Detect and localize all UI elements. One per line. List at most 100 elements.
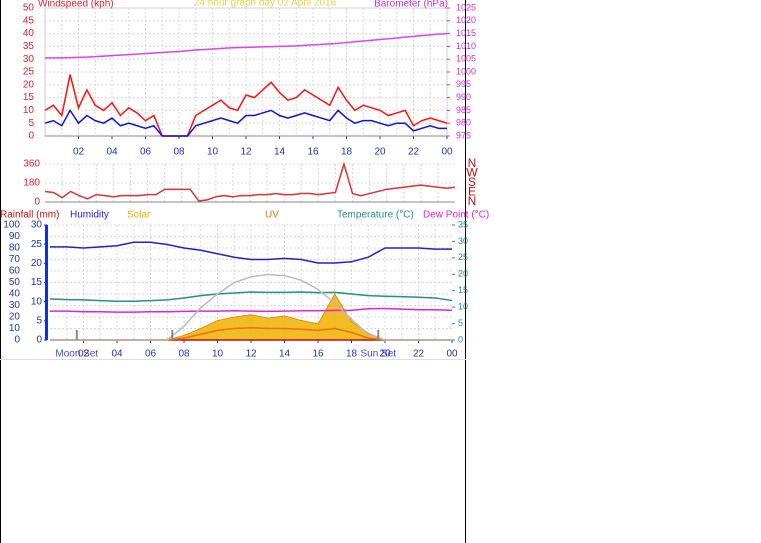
y2-tick-label: 985 [456,105,471,115]
y-tick-label: 40 [9,289,21,300]
y2-tick-label: 990 [456,92,471,102]
y3-tick-label: 10 [31,296,43,307]
y2-tick-label: E [468,185,476,199]
x-tick-label: 08 [173,147,185,158]
y2-tick-label: 1000 [456,66,476,76]
y2-tick-label: 980 [456,118,471,128]
event-label: Moon Set [55,349,98,360]
y2-axis-title: Barometer (hPa) [374,0,448,10]
series-line [49,291,453,302]
y2-tick-label: 30 [458,236,468,246]
series-line [44,161,456,202]
x-tick-label: 16 [307,147,319,158]
y-tick-label: 25 [23,67,35,78]
y2-tick-label: 1020 [456,15,476,25]
y-tick-label: 50 [9,277,21,288]
legend-label: Solar [127,210,151,221]
y-tick-label: 20 [23,79,35,90]
legend-label: Rainfall (mm) [0,210,59,221]
y3-tick-label: 20 [31,258,43,269]
y-tick-label: 180 [23,178,40,189]
y2-tick-label: 5 [458,318,463,328]
y-tick-label: 45 [23,15,35,26]
y-tick-label: 80 [9,243,21,254]
x-tick-label: 20 [374,147,386,158]
series-line [45,32,448,59]
x-tick-label: 14 [274,147,286,158]
y2-tick-label: N [468,156,477,170]
x-tick-label: 02 [78,349,90,360]
x-tick-label: 06 [140,147,152,158]
x-tick-label: 18 [341,147,353,158]
y3-tick-label: 30 [31,220,43,231]
y2-tick-label: 20 [458,269,468,279]
y-tick-label: 0 [34,197,40,208]
y-tick-label: 60 [9,266,21,277]
y-tick-label: 10 [9,323,21,334]
x-tick-label: 00 [446,349,458,360]
x-tick-label: 04 [111,349,123,360]
y3-tick-label: 15 [31,277,43,288]
y-tick-label: 35 [23,41,35,52]
x-tick-label: 04 [106,147,118,158]
x-tick-label: 18 [346,349,358,360]
x-tick-label: 08 [178,349,190,360]
x-tick-label: 14 [279,349,291,360]
y2-tick-label: W [466,166,478,180]
y-tick-label: 30 [9,300,21,311]
x-tick-label: 00 [441,147,453,158]
y2-tick-label: 25 [458,252,468,262]
y2-tick-label: 10 [458,302,468,312]
x-tick-label: 22 [413,349,425,360]
y3-tick-label: 25 [31,239,43,250]
x-tick-label: 16 [312,349,324,360]
x-tick-label: 12 [245,349,257,360]
y-tick-label: 100 [3,220,20,231]
legend-label: Dew Point (°C) [423,210,489,221]
series-line [44,108,447,137]
event-label: Sun Set [361,349,397,360]
legend-label: Humidity [70,210,109,221]
y3-tick-label: 5 [36,315,42,326]
y2-tick-label: S [468,175,476,189]
y2-tick-label: 15 [458,285,468,295]
y-tick-label: 0 [28,131,34,142]
y2-tick-label: 1015 [456,28,476,38]
y-tick-label: 40 [23,28,35,39]
chart-title: 24 hour graph day 02 April 2016 [194,0,337,9]
y3-tick-label: 0 [36,335,42,346]
x-tick-label: 02 [73,147,85,158]
x-tick-label: 06 [145,349,157,360]
y-tick-label: 0 [14,335,20,346]
y-tick-label: 15 [23,92,35,103]
legend-label: Temperature (°C) [337,210,414,221]
y2-tick-label: 995 [456,79,471,89]
y2-tick-label: 1025 [456,2,476,12]
y-tick-label: 10 [23,105,35,116]
x-tick-label: 22 [408,147,420,158]
y2-tick-label: 35 [458,219,468,229]
y-axis-title: Windspeed (kph) [38,0,114,10]
y-tick-label: 360 [23,159,40,170]
x-tick-label: 20 [379,349,391,360]
y2-tick-label: 0 [458,334,463,344]
x-tick-label: 12 [240,147,252,158]
series-line [50,273,452,341]
y2-tick-label: 1005 [456,54,476,64]
series-line [50,241,452,264]
y-tick-label: 90 [9,231,21,242]
y2-tick-label: 1010 [456,41,476,51]
y-tick-label: 20 [9,312,21,323]
y-tick-label: 50 [23,3,35,14]
y2-tick-label: N [468,194,477,208]
y-tick-label: 70 [9,254,21,265]
x-tick-label: 10 [207,147,219,158]
y-tick-label: 5 [28,118,34,129]
x-tick-label: 10 [212,349,224,360]
y-tick-label: 30 [23,54,35,65]
legend-label: UV [265,210,279,221]
series-line [50,307,453,313]
series-line [44,74,448,137]
